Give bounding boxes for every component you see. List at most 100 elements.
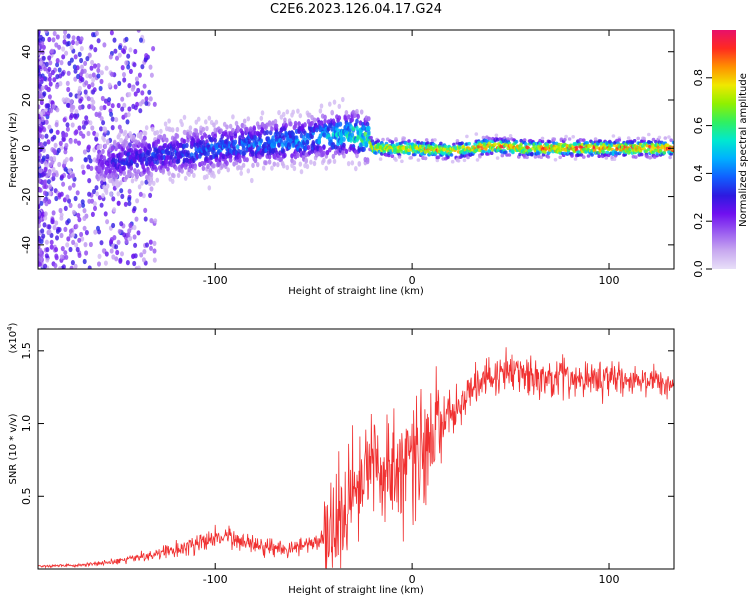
spectrogram-ridge-cell	[204, 133, 208, 139]
spectrogram-ridge-cell	[563, 137, 567, 142]
spectrogram-ridge-cell	[518, 152, 522, 157]
spectrogram-ridge-cell	[350, 132, 355, 138]
spectrogram-noise-cell	[69, 156, 74, 162]
spectrogram-ridge-cell	[304, 157, 309, 163]
spectrogram-ridge-cell	[140, 180, 144, 186]
spectrogram-ridge-cell	[123, 129, 128, 135]
spectrogram-x-tick-label: 100	[599, 274, 620, 287]
spectrogram-ridge-cell	[155, 130, 160, 136]
spectrogram-noise-cell	[137, 72, 142, 78]
spectrogram-noise-cell	[60, 246, 65, 252]
spectrogram-ridge-cell	[478, 154, 482, 159]
spectrogram-noise-cell	[62, 159, 67, 165]
spectrogram-ridge-cell	[270, 126, 274, 132]
spectrogram-ridge-cell	[239, 170, 243, 176]
spectrogram-noise-cell	[51, 210, 56, 216]
spectrogram-noise-cell	[89, 65, 94, 71]
spectrogram-noise-cell	[120, 251, 124, 257]
spectrogram-noise-cell	[47, 224, 52, 230]
spectrogram-noise-cell	[48, 72, 53, 78]
spectrogram-noise-cell	[46, 179, 51, 185]
spectrogram-ridge-cell	[413, 138, 417, 143]
spectrogram-noise-cell	[66, 33, 71, 39]
spectrogram-ridge-cell	[165, 137, 169, 143]
spectrogram-noise-cell	[113, 48, 118, 54]
spectrogram-ridge-cell	[567, 137, 572, 141]
spectrogram-noise-cell	[60, 174, 64, 180]
spectrogram-noise-cell	[41, 155, 46, 161]
spectrogram-ridge-cell	[154, 142, 158, 148]
spectrogram-ridge-cell	[455, 139, 460, 143]
spectrogram-noise-cell	[68, 185, 72, 191]
spectrogram-noise-cell	[82, 68, 87, 74]
spectrogram-noise-cell	[82, 208, 87, 214]
spectrogram-noise-cell	[58, 266, 62, 269]
spectrogram-noise-cell	[83, 157, 88, 163]
spectrogram-ridge-cell	[207, 185, 212, 191]
spectrogram-noise-cell	[67, 173, 72, 180]
spectrogram-noise-cell	[43, 166, 48, 173]
spectrogram-noise-cell	[149, 72, 154, 78]
spectrogram-ridge-cell	[214, 119, 219, 125]
spectrogram-ridge-cell	[374, 151, 378, 155]
spectrogram-ridge-cell	[322, 150, 326, 156]
spectrogram-noise-cell	[51, 166, 56, 173]
spectrogram-noise-cell	[61, 54, 66, 60]
spectrogram-ridge-cell	[124, 135, 129, 141]
spectrogram-x-tick-label: 0	[409, 274, 416, 287]
spectrogram-y-tick-label: 0	[20, 145, 33, 152]
spectrogram-ridge-cell	[564, 134, 568, 139]
spectrogram-ridge-cell	[176, 158, 181, 164]
spectrogram-noise-cell	[71, 209, 76, 215]
spectrogram-noise-cell	[119, 128, 124, 134]
spectrogram-noise-cell	[127, 188, 132, 194]
spectrogram-noise-cell	[148, 239, 153, 245]
spectrogram-ridge-cell	[251, 162, 255, 168]
spectrogram-noise-cell	[47, 55, 52, 61]
spectrogram-y-label: Frequency (Hz)	[8, 112, 19, 188]
colorbar-tick-label: 0.6	[692, 117, 705, 135]
spectrogram-ridge-cell	[212, 163, 216, 169]
spectrogram-noise-cell	[38, 177, 41, 183]
spectrogram-ridge-cell	[365, 121, 370, 127]
spectrogram-noise-cell	[152, 240, 157, 246]
spectrogram-ridge-cell	[182, 114, 187, 120]
spectrogram-ridge-cell	[185, 142, 189, 148]
spectrogram-noise-cell	[97, 253, 102, 259]
spectrogram-ridge-cell	[136, 169, 141, 175]
spectrogram-ridge-cell	[409, 155, 414, 160]
spectrogram-noise-cell	[50, 218, 55, 225]
spectrogram-noise-cell	[44, 239, 49, 245]
spectrogram-ridge-cell	[647, 132, 651, 137]
spectrogram-ridge-cell	[260, 110, 265, 116]
spectrogram-noise-cell	[63, 205, 68, 211]
spectrogram-ridge-cell	[639, 152, 644, 157]
spectrogram-ridge-cell	[285, 164, 290, 171]
spectrogram-noise-cell	[124, 36, 129, 43]
spectrogram-noise-cell	[99, 105, 104, 111]
spectrogram-ridge-cell	[118, 180, 123, 186]
spectrogram-noise-cell	[116, 239, 121, 245]
spectrogram-noise-cell	[144, 96, 149, 102]
spectrogram-noise-cell	[79, 231, 84, 238]
snr-y-tick-label: 0.5	[20, 488, 33, 506]
spectrogram-noise-cell	[40, 49, 45, 55]
spectrogram-ridge-cell	[130, 172, 135, 179]
spectrogram-ridge-cell	[206, 150, 210, 157]
spectrogram-ridge-cell	[547, 140, 552, 144]
spectrogram-noise-cell	[70, 260, 75, 266]
spectrogram-noise-cell	[57, 161, 62, 168]
spectrogram-noise-cell	[141, 257, 146, 263]
spectrogram-noise-cell	[119, 137, 124, 144]
spectrogram-noise-cell	[59, 232, 64, 239]
spectrogram-noise-cell	[81, 169, 86, 175]
spectrogram-noise-cell	[68, 228, 73, 234]
spectrogram-noise-cell	[152, 248, 157, 254]
spectrogram-ridge-cell	[188, 130, 193, 136]
spectrogram-noise-cell	[78, 75, 83, 82]
spectrogram-y-tick-label: 20	[20, 93, 33, 107]
spectrogram-noise-cell	[143, 216, 148, 222]
snr-x-tick-label: 0	[409, 573, 416, 586]
spectrogram-noise-cell	[102, 104, 107, 111]
